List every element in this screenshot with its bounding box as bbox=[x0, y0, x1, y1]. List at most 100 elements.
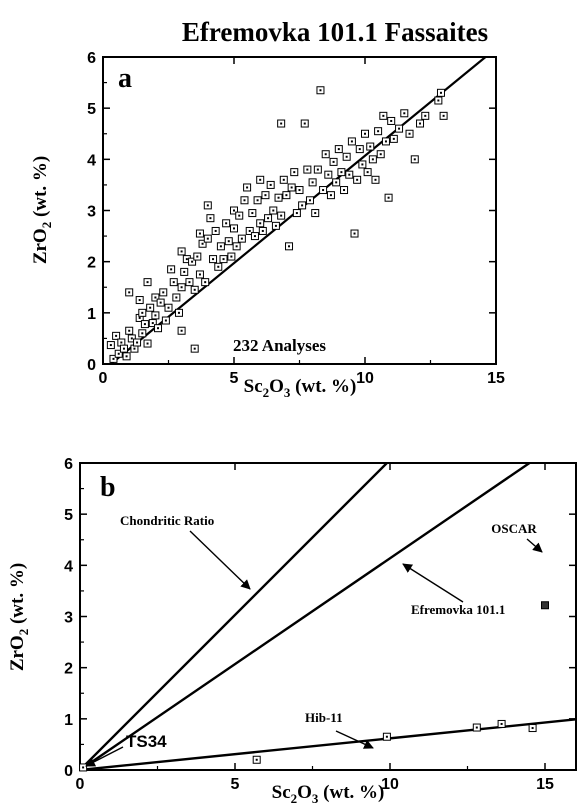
chart0-y-tick-label: 5 bbox=[87, 101, 96, 118]
panel-b-label: b bbox=[100, 472, 116, 503]
panel-a: a 232 Analyses 0 5 10 15 0 1 2 3 4 5 6 Sc2O3 (wt. … bbox=[30, 50, 505, 400]
line-hib-11 bbox=[79, 718, 577, 772]
data-point-center bbox=[141, 311, 144, 314]
data-point-center bbox=[475, 726, 478, 729]
data-point-center bbox=[214, 229, 217, 232]
data-point-center bbox=[356, 178, 359, 181]
data-point-center bbox=[149, 306, 152, 309]
data-point-center bbox=[385, 735, 388, 738]
chart1-x-tick-label: 15 bbox=[536, 776, 554, 793]
data-point-center bbox=[146, 281, 149, 284]
data-point-center bbox=[424, 114, 427, 117]
data-point-center bbox=[193, 347, 196, 350]
data-point-center bbox=[350, 140, 353, 143]
data-point-center bbox=[136, 341, 139, 344]
data-point-center bbox=[531, 727, 534, 730]
data-point-center bbox=[290, 186, 293, 189]
data-point-center bbox=[183, 270, 186, 273]
data-point-center bbox=[256, 199, 259, 202]
data-point-center bbox=[159, 301, 162, 304]
data-point-center bbox=[238, 214, 241, 217]
chart1-y-tick-label: 0 bbox=[64, 763, 73, 780]
panel-a-annotation: 232 Analyses bbox=[233, 336, 326, 355]
data-point-center bbox=[408, 132, 411, 135]
data-point-center bbox=[398, 127, 401, 130]
chart1-y-tick-label: 4 bbox=[64, 558, 73, 575]
data-point-center bbox=[154, 296, 157, 299]
data-point-center bbox=[364, 132, 366, 135]
data-point-center bbox=[180, 329, 183, 332]
data-point-center bbox=[361, 163, 364, 166]
data-point-center bbox=[120, 341, 123, 344]
data-point-center bbox=[251, 212, 254, 215]
data-point-center bbox=[500, 722, 503, 725]
data-point-center bbox=[253, 235, 256, 238]
annotation-hib-11: Hib-11 bbox=[305, 710, 343, 725]
data-point-center bbox=[288, 245, 291, 248]
data-point-center bbox=[212, 258, 215, 261]
data-point-center bbox=[259, 222, 262, 225]
chart1-y-tick-label: 2 bbox=[64, 661, 73, 678]
data-point-center bbox=[322, 189, 325, 192]
data-point-center bbox=[353, 232, 356, 235]
data-point-center bbox=[377, 130, 380, 133]
data-point-center bbox=[198, 273, 201, 276]
data-point-center bbox=[259, 178, 262, 181]
data-point-center bbox=[384, 140, 387, 143]
chart1-y-tick-label: 1 bbox=[64, 712, 73, 729]
data-point-center bbox=[314, 212, 317, 215]
data-point-center bbox=[172, 281, 175, 284]
data-point-center bbox=[233, 209, 235, 212]
chart0-y-tick-label: 2 bbox=[87, 255, 96, 272]
panel-b-ticks: 0 5 10 15 0 1 2 3 4 5 6 bbox=[64, 456, 576, 793]
data-point-center bbox=[233, 227, 235, 230]
data-point-center bbox=[196, 255, 199, 258]
data-point-center bbox=[261, 229, 264, 232]
data-point-center bbox=[419, 122, 422, 125]
chart0-y-tick-label: 6 bbox=[87, 50, 96, 67]
data-point-center bbox=[109, 344, 112, 347]
data-point-center bbox=[371, 158, 374, 161]
chart1-y-tick-label: 3 bbox=[64, 610, 73, 627]
data-point-center bbox=[227, 240, 230, 243]
data-point-center bbox=[246, 186, 249, 189]
data-point-center bbox=[308, 199, 311, 202]
data-point-center bbox=[413, 158, 416, 161]
data-point-center bbox=[191, 260, 194, 263]
panel-b-lines bbox=[79, 462, 577, 772]
annotation-efremovka: Efremovka 101.1 bbox=[411, 602, 505, 617]
chart0-x-tick-label: 15 bbox=[487, 370, 505, 387]
data-point-center bbox=[382, 114, 385, 117]
data-point-center bbox=[206, 237, 209, 240]
data-point-center bbox=[117, 352, 120, 355]
data-point-center bbox=[193, 288, 196, 291]
data-point-center bbox=[128, 329, 131, 332]
data-point-center bbox=[340, 171, 343, 174]
data-point-center bbox=[125, 355, 128, 358]
data-point-center bbox=[225, 222, 228, 225]
data-point-center bbox=[366, 171, 369, 174]
data-point-center bbox=[280, 122, 283, 125]
chart0-x-tick-label: 10 bbox=[356, 370, 374, 387]
data-point-center bbox=[335, 181, 338, 184]
data-point-center bbox=[316, 168, 319, 171]
chart0-y-tick-label: 1 bbox=[87, 306, 96, 323]
data-point-center bbox=[115, 334, 118, 337]
data-point-center bbox=[217, 265, 220, 268]
chart0-x-tick-label: 5 bbox=[230, 370, 239, 387]
data-point-center bbox=[151, 322, 154, 325]
data-point-center bbox=[162, 291, 165, 294]
data-point-center bbox=[201, 242, 204, 245]
data-point-center bbox=[280, 214, 283, 217]
data-point-center bbox=[282, 178, 285, 181]
data-point-center bbox=[379, 153, 382, 156]
data-point-center bbox=[180, 250, 183, 253]
data-point-center bbox=[248, 229, 251, 232]
data-point-filled bbox=[541, 601, 549, 610]
data-point-center bbox=[222, 258, 225, 261]
data-point-center bbox=[157, 327, 160, 330]
data-point-center bbox=[180, 286, 183, 289]
data-point-center bbox=[277, 196, 280, 199]
data-point-center bbox=[298, 189, 301, 192]
data-point-center bbox=[319, 89, 322, 92]
